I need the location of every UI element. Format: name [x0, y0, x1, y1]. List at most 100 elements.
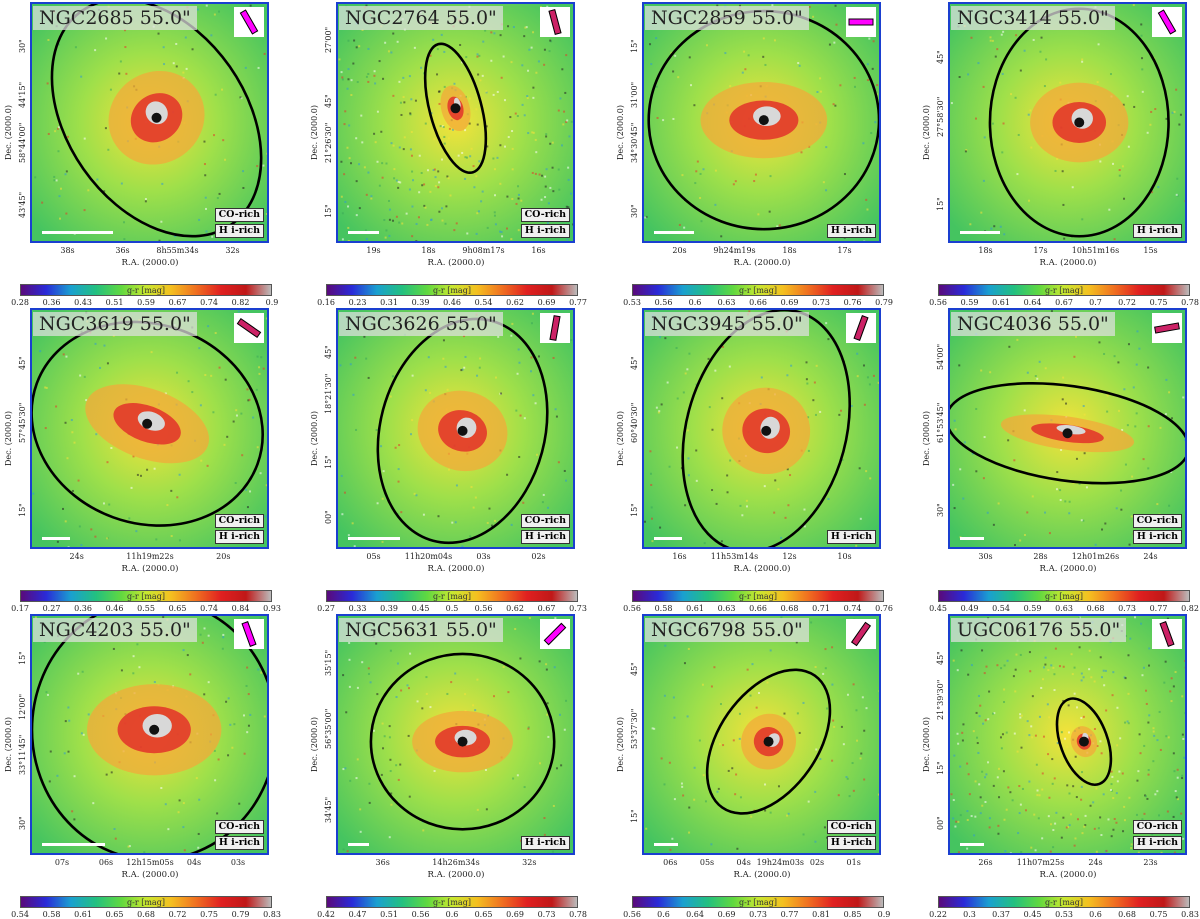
colorbar-tick-label: 0.73	[749, 910, 767, 919]
y-tick-label: 18°21'30"	[324, 374, 333, 414]
x-tick-label: 10h51m16s	[1072, 246, 1119, 255]
x-tick-label: 06s	[99, 858, 113, 867]
x-tick-label: 05s	[366, 552, 380, 561]
colorbar-tick-label: 0.85	[844, 910, 862, 919]
hi-rich-tag: H i-rich	[1133, 836, 1182, 850]
scale-bar	[42, 843, 105, 846]
y-tick-label: 21°26'30"	[324, 123, 333, 163]
panel-title: NGC2859 55.0"	[645, 6, 809, 30]
x-tick-label: 38s	[60, 246, 74, 255]
nucleus-marker	[152, 113, 162, 123]
colorbar: g-r [mag]	[326, 896, 578, 908]
x-axis-label: R.A. (2000.0)	[427, 870, 484, 880]
scale-bar	[42, 537, 70, 540]
nucleus-marker	[1074, 118, 1084, 128]
colorbar-tick-label: 0.69	[718, 910, 736, 919]
beam-icon	[234, 7, 264, 37]
scale-bar	[654, 231, 694, 234]
x-tick-label: 28s	[1033, 552, 1047, 561]
colorbar-tick-label: 0.47	[349, 910, 367, 919]
colorbar-tick-label: 0.6	[1089, 910, 1102, 919]
x-axis-label: R.A. (2000.0)	[733, 870, 790, 880]
y-tick-label: 45"	[936, 651, 945, 665]
color-map-image: NGC5631 55.0"H i-rich	[336, 614, 575, 855]
x-axis-label: R.A. (2000.0)	[733, 258, 790, 268]
panel-title: NGC3414 55.0"	[951, 6, 1115, 30]
y-axis-label: Dec. (2000.0)	[4, 717, 13, 772]
hi-rich-tag: H i-rich	[827, 836, 876, 850]
panel-title: NGC5631 55.0"	[339, 618, 503, 642]
colorbar-label: g-r [mag]	[939, 285, 1189, 296]
x-tick-label: 10s	[837, 552, 851, 561]
scale-bar	[42, 231, 113, 234]
map-background	[950, 616, 1185, 853]
hi-rich-tag: H i-rich	[1133, 224, 1182, 238]
nucleus-marker	[142, 419, 152, 429]
x-tick-label: 07s	[55, 858, 69, 867]
y-tick-label: 45"	[324, 345, 333, 359]
y-tick-label: 15"	[630, 503, 639, 517]
color-map-image: NGC3414 55.0" H i-rich	[948, 2, 1187, 243]
y-axis-label: Dec. (2000.0)	[922, 717, 931, 772]
colorbar-tick-label: 0.6	[446, 910, 459, 919]
x-tick-label: 02s	[810, 858, 824, 867]
y-tick-label: 43'45"	[18, 192, 27, 218]
nucleus-marker	[1079, 737, 1089, 747]
y-tick-label: 00"	[936, 816, 945, 830]
colorbar: g-r [mag]	[632, 284, 884, 296]
x-tick-label: 14h26m34s	[432, 858, 479, 867]
y-tick-label: 12'00"	[18, 694, 27, 720]
y-tick-label: 30"	[18, 39, 27, 53]
x-tick-label: 18s	[978, 246, 992, 255]
nucleus-marker	[149, 725, 159, 735]
colorbar-tick-label: 0.6	[657, 910, 670, 919]
y-tick-label: 45"	[630, 356, 639, 370]
co-rich-tag: CO-rich	[215, 514, 264, 528]
co-rich-tag: CO-rich	[1133, 514, 1182, 528]
y-tick-label: 15"	[630, 39, 639, 53]
y-axis-label: Dec. (2000.0)	[4, 411, 13, 466]
co-rich-tag: CO-rich	[827, 820, 876, 834]
y-tick-label: 27'00"	[324, 27, 333, 53]
beam-icon	[234, 619, 264, 649]
colorbar-tick-label: 0.69	[506, 910, 524, 919]
beam-bar	[1158, 10, 1175, 34]
colorbar: g-r [mag]	[326, 284, 578, 296]
y-tick-label: 60°40'30"	[630, 403, 639, 443]
y-tick-label: 15"	[18, 503, 27, 517]
colorbar-tick-label: 0.42	[317, 910, 335, 919]
beam-icon	[1152, 619, 1182, 649]
beam-icon	[540, 313, 570, 343]
beam-icon	[1152, 7, 1182, 37]
x-tick-label: 19h24m03s	[757, 858, 804, 867]
x-tick-label: 36s	[115, 246, 129, 255]
nucleus-marker	[458, 426, 468, 436]
panel-title: NGC3626 55.0"	[339, 312, 503, 336]
beam-bar	[237, 319, 260, 338]
hi-rich-tag: H i-rich	[215, 836, 264, 850]
x-tick-label: 12s	[782, 552, 796, 561]
y-tick-label: 15"	[630, 809, 639, 823]
x-tick-label: 20s	[672, 246, 686, 255]
colorbar-label: g-r [mag]	[939, 897, 1189, 908]
beam-bar	[242, 622, 256, 647]
beam-icon	[234, 313, 264, 343]
y-tick-label: 35'15"	[324, 650, 333, 676]
y-tick-label: 31'00"	[630, 82, 639, 108]
beam-bar	[1160, 622, 1174, 647]
colorbar: g-r [mag]	[20, 896, 272, 908]
x-tick-label: 15s	[1143, 246, 1157, 255]
x-tick-label: 18s	[421, 246, 435, 255]
x-tick-label: 18s	[782, 246, 796, 255]
x-tick-label: 32s	[225, 246, 239, 255]
x-tick-label: 26s	[978, 858, 992, 867]
colorbar-tick-label: 0.56	[623, 910, 641, 919]
beam-bar	[849, 19, 873, 25]
hi-rich-tag: H i-rich	[1133, 530, 1182, 544]
